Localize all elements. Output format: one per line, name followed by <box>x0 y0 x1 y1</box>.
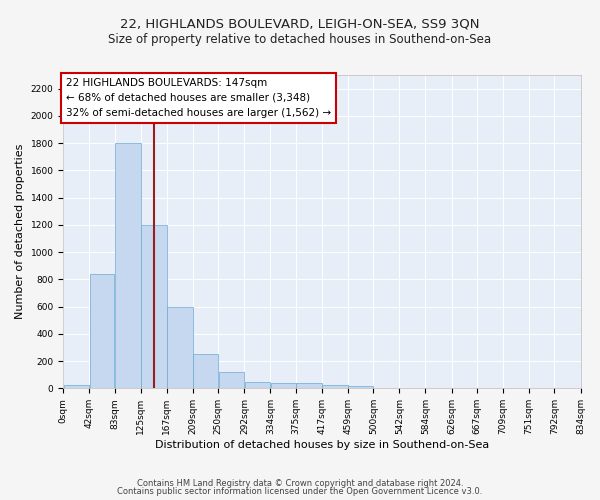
Bar <box>193 354 218 388</box>
Bar <box>348 386 373 388</box>
Bar <box>64 385 89 388</box>
Bar <box>296 383 322 388</box>
Bar <box>218 372 244 388</box>
Bar <box>167 308 193 388</box>
Bar <box>89 274 115 388</box>
X-axis label: Distribution of detached houses by size in Southend-on-Sea: Distribution of detached houses by size … <box>155 440 489 450</box>
Bar <box>245 382 270 388</box>
Y-axis label: Number of detached properties: Number of detached properties <box>15 144 25 320</box>
Text: Contains HM Land Registry data © Crown copyright and database right 2024.: Contains HM Land Registry data © Crown c… <box>137 478 463 488</box>
Text: Size of property relative to detached houses in Southend-on-Sea: Size of property relative to detached ho… <box>109 32 491 46</box>
Text: 22 HIGHLANDS BOULEVARDS: 147sqm
← 68% of detached houses are smaller (3,348)
32%: 22 HIGHLANDS BOULEVARDS: 147sqm ← 68% of… <box>66 78 331 118</box>
Bar <box>115 143 140 388</box>
Text: Contains public sector information licensed under the Open Government Licence v3: Contains public sector information licen… <box>118 487 482 496</box>
Bar <box>322 385 347 388</box>
Bar <box>271 382 296 388</box>
Bar <box>141 225 167 388</box>
Text: 22, HIGHLANDS BOULEVARD, LEIGH-ON-SEA, SS9 3QN: 22, HIGHLANDS BOULEVARD, LEIGH-ON-SEA, S… <box>120 18 480 30</box>
